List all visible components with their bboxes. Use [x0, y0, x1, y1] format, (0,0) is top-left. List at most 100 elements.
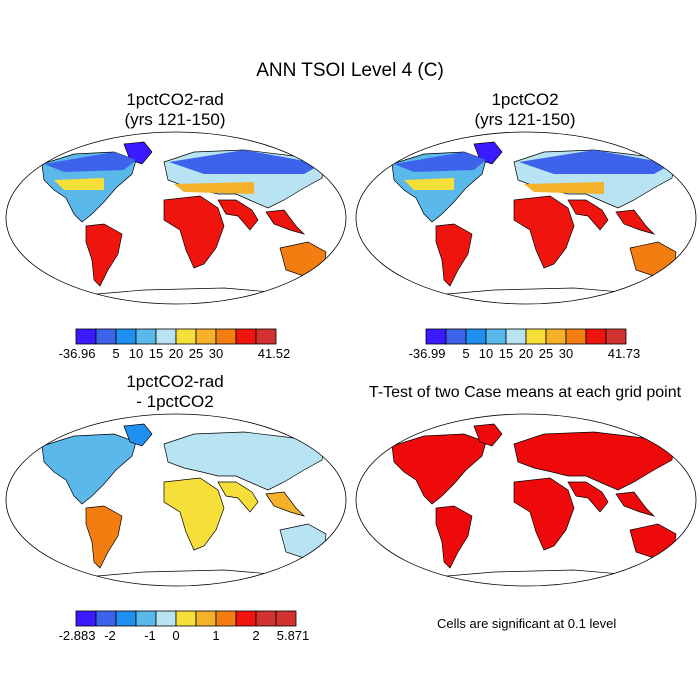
north-america-landmass — [41, 433, 137, 505]
map-3-land — [41, 423, 327, 586]
map-panel-3 — [5, 413, 347, 587]
colorbar-1-tick-label: 10 — [128, 346, 144, 361]
colorbar-3 — [75, 610, 297, 627]
europe-asia-landmass — [513, 431, 675, 491]
se-asia-landmass — [265, 491, 306, 517]
map-panel-2 — [355, 131, 697, 305]
temperature-band — [54, 178, 104, 190]
colorbar-box — [255, 328, 277, 345]
colorbar-1-tick-label: 41.52 — [257, 346, 291, 361]
colorbar-box — [75, 328, 97, 345]
colorbar-box — [605, 328, 627, 345]
panel-1-title-line2: (yrs 121-150) — [124, 110, 226, 129]
colorbar-1 — [75, 328, 277, 345]
south-america-landmass — [85, 223, 123, 287]
colorbar-box — [275, 610, 297, 627]
panel-2-title-line1: 1pctCO2 — [491, 90, 559, 109]
colorbar-box — [425, 328, 447, 345]
colorbar-2-tick-label: 15 — [498, 346, 514, 361]
colorbar-3-tick-label: 0 — [172, 628, 180, 643]
colorbar-box — [115, 610, 137, 627]
colorbar-3-tick-label: 2 — [252, 628, 260, 643]
south-america-landmass — [435, 223, 473, 287]
temperature-band — [174, 182, 254, 194]
map-4-frame — [355, 413, 697, 587]
colorbar-1-tick-label: -36.96 — [58, 346, 96, 361]
colorbar-box — [115, 328, 137, 345]
map-1-land — [41, 141, 327, 304]
colorbar-box — [175, 610, 197, 627]
map-3-frame — [5, 413, 347, 587]
colorbar-box — [525, 328, 547, 345]
europe-asia-landmass — [163, 431, 325, 491]
panel-2-title-line2: (yrs 121-150) — [474, 110, 576, 129]
colorbar-box — [565, 328, 587, 345]
colorbar-3-tick-label: 1 — [212, 628, 220, 643]
greenland-landmass — [473, 423, 503, 447]
map-panel-1 — [5, 131, 347, 305]
colorbar-2-tick-label: 25 — [538, 346, 554, 361]
colorbar-box — [235, 328, 257, 345]
colorbar-1-tick-label: 20 — [168, 346, 184, 361]
colorbar-2-tick-label: 41.73 — [607, 346, 641, 361]
arabia-india-landmass — [567, 199, 609, 231]
colorbar-box — [585, 328, 607, 345]
colorbar-box — [505, 328, 527, 345]
colorbar-box — [465, 328, 487, 345]
australia-landmass — [279, 523, 327, 559]
significance-note: Cells are significant at 0.1 level — [437, 616, 617, 631]
australia-landmass — [629, 241, 677, 277]
arabia-india-landmass — [217, 481, 259, 513]
colorbar-box — [195, 328, 217, 345]
africa-landmass — [163, 195, 225, 269]
se-asia-landmass — [265, 209, 306, 235]
se-asia-landmass — [615, 491, 656, 517]
colorbar-3-tick-label: -2 — [104, 628, 116, 643]
panel-4-title: T-Test of two Case means at each grid po… — [368, 384, 682, 401]
colorbar-box — [195, 610, 217, 627]
south-america-landmass — [435, 505, 473, 569]
temperature-band — [44, 152, 136, 172]
colorbar-box — [215, 610, 237, 627]
colorbar-box — [135, 610, 157, 627]
colorbar-3-tick-label: -2.883 — [58, 628, 96, 643]
colorbar-3-tick-label: 5.871 — [276, 628, 310, 643]
colorbar-2-tick-label: 30 — [558, 346, 574, 361]
colorbar-box — [135, 328, 157, 345]
panel-2-title: 1pctCO2 (yrs 121-150) — [425, 90, 625, 130]
colorbar-2-tick-label: 10 — [478, 346, 494, 361]
colorbar-1-tick-label: 30 — [208, 346, 224, 361]
greenland-landmass — [123, 423, 153, 447]
colorbar-box — [155, 328, 177, 345]
panel-3-title-line2: - 1pctCO2 — [136, 392, 214, 411]
colorbar-2-tick-label: 5 — [462, 346, 470, 361]
colorbar-1-tick-label: 25 — [188, 346, 204, 361]
africa-landmass — [513, 477, 575, 551]
colorbar-box — [155, 610, 177, 627]
colorbar-box — [235, 610, 257, 627]
temperature-band — [519, 150, 672, 174]
main-title: ANN TSOI Level 4 (C) — [256, 60, 444, 81]
map-1-frame — [5, 131, 347, 305]
panel-3-title: 1pctCO2-rad - 1pctCO2 — [75, 372, 275, 412]
australia-landmass — [279, 241, 327, 277]
temperature-band — [394, 152, 486, 172]
map-4-land — [391, 423, 677, 586]
map-2-land — [391, 141, 677, 304]
colorbar-box — [95, 328, 117, 345]
se-asia-landmass — [615, 209, 656, 235]
panel-1-title: 1pctCO2-rad (yrs 121-150) — [75, 90, 275, 130]
colorbar-box — [485, 328, 507, 345]
colorbar-box — [75, 610, 97, 627]
colorbar-box — [545, 328, 567, 345]
colorbar-1-tick-label: 15 — [148, 346, 164, 361]
colorbar-box — [175, 328, 197, 345]
colorbar-box — [445, 328, 467, 345]
temperature-band — [169, 150, 322, 174]
africa-landmass — [163, 477, 225, 551]
colorbar-2 — [425, 328, 627, 345]
temperature-band — [404, 178, 454, 190]
australia-landmass — [629, 523, 677, 559]
map-panel-4 — [355, 413, 697, 587]
arabia-india-landmass — [567, 481, 609, 513]
